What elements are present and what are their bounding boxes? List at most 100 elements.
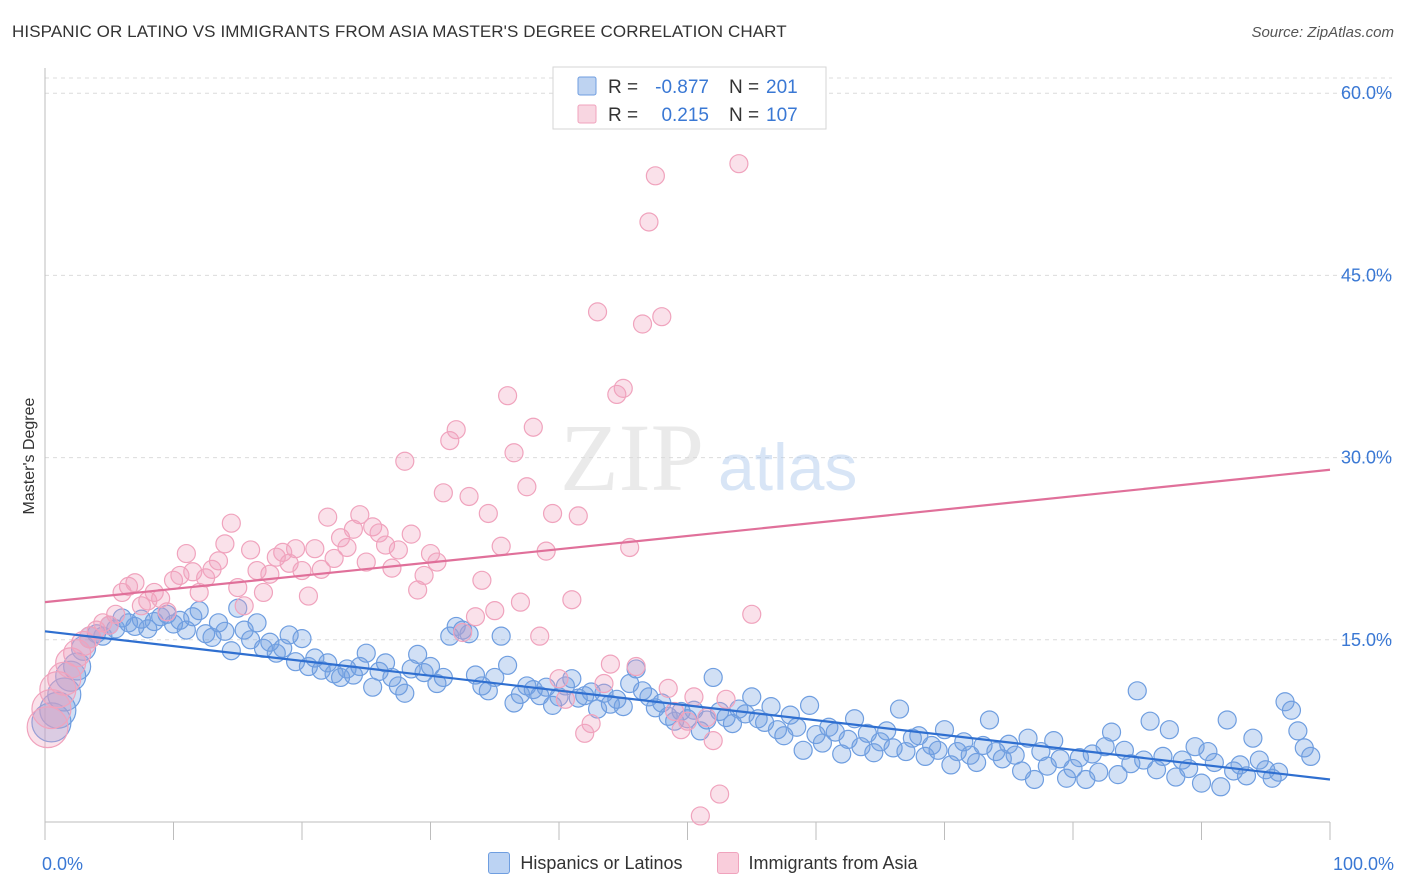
asia-point-32 (241, 540, 261, 560)
legend-swatch-asia (716, 852, 739, 874)
hispanic-point-187 (1243, 728, 1263, 748)
asia-point-31 (234, 596, 254, 616)
n-value-0: 201 (766, 77, 798, 98)
hispanic-point-89 (613, 697, 633, 717)
r-value-1: 0.215 (661, 105, 709, 126)
asia-point-105 (710, 784, 730, 804)
asia-point-50 (356, 552, 376, 572)
hispanic-point-49 (356, 643, 376, 663)
legend-label-hispanics: Hispanics or Latinos (520, 852, 683, 873)
hispanic-point-138 (928, 740, 948, 760)
asia-point-69 (478, 503, 498, 524)
asia-point-13 (118, 576, 139, 596)
asia-point-68 (472, 570, 492, 590)
asia-point-87 (594, 673, 614, 694)
hispanic-point-65 (459, 624, 479, 644)
hispanic-point-143 (960, 745, 980, 765)
asia-point-75 (517, 477, 537, 497)
hispanic-point-194 (1288, 721, 1308, 741)
asia-point-62 (433, 483, 453, 503)
asia-point-80 (549, 669, 569, 689)
hispanic-point-39 (292, 628, 312, 649)
legend-item-asia: Immigrants from Asia (716, 852, 918, 874)
asia-point-74 (510, 592, 531, 612)
asia-point-52 (369, 523, 389, 543)
hispanic-point-27 (215, 621, 235, 641)
correlation-legend-box (552, 66, 827, 130)
asia-point-53 (375, 535, 396, 555)
hispanic-point-141 (947, 741, 967, 762)
asia-point-82 (562, 590, 582, 610)
hispanic-point-112 (761, 697, 781, 717)
hispanic-point-193 (1281, 700, 1302, 720)
asia-point-73 (504, 443, 524, 463)
asia-point-70 (485, 601, 505, 621)
hispanic-point-144 (967, 752, 987, 773)
asia-point-95 (645, 166, 665, 186)
hispanic-point-169 (1127, 681, 1147, 701)
n-value-1: 107 (766, 105, 798, 126)
hispanic-point-71 (498, 655, 518, 675)
chart-source: Source: ZipAtlas.com (1251, 24, 1394, 41)
y-tick-label: 45.0% (1341, 265, 1392, 285)
hispanic-point-146 (979, 710, 1000, 730)
asia-point-44 (318, 507, 338, 527)
asia-point-27 (208, 551, 229, 571)
n-label-0: N = (729, 77, 759, 98)
hispanic-point-174 (1159, 720, 1179, 740)
asia-point-79 (542, 503, 563, 524)
asia-point-57 (401, 524, 421, 544)
watermark-zip: ZIP (560, 404, 704, 511)
hispanic-point-160 (1069, 748, 1090, 768)
asia-point-21 (170, 565, 190, 586)
asia-point-66 (459, 486, 479, 507)
watermark-atlas: atlas (718, 430, 857, 504)
hispanic-point-128 (864, 743, 884, 763)
x-tick-label-end: 100.0% (1333, 854, 1394, 874)
asia-point-67 (465, 607, 486, 627)
r-value-0: -0.877 (655, 77, 709, 98)
asia-point-100 (677, 711, 698, 731)
asia-point-11 (106, 604, 126, 624)
asia-point-22 (176, 543, 196, 564)
asia-point-56 (395, 451, 415, 471)
asia-point-77 (530, 626, 550, 646)
chart-title: HISPANIC OR LATINO VS IMMIGRANTS FROM AS… (12, 22, 787, 41)
correlation-legend: R = -0.877 N = 201 R = 0.215 N = 107 (552, 66, 827, 130)
asia-point-71 (491, 536, 511, 556)
asia-point-55 (388, 540, 408, 560)
y-tick-label: 60.0% (1341, 83, 1392, 103)
hispanic-point-179 (1191, 773, 1212, 793)
asia-point-14 (125, 573, 145, 593)
hispanic-point-70 (491, 626, 511, 646)
asia-point-10 (99, 615, 119, 635)
trend-lines (44, 468, 1331, 781)
hispanic-point-24 (196, 624, 216, 644)
asia-point-90 (613, 378, 633, 398)
series-legend: Hispanics or Latinos Immigrants from Asi… (0, 852, 1406, 874)
asia-trend-line (44, 468, 1331, 604)
asia-point-76 (523, 417, 543, 437)
hispanic-point-163 (1089, 762, 1109, 782)
y-tick-label: 30.0% (1341, 448, 1392, 468)
hispanic-point-117 (793, 740, 813, 760)
hispanic-point-54 (388, 676, 408, 696)
legend-item-hispanics: Hispanics or Latinos (488, 852, 683, 874)
watermark: ZIP atlas (560, 404, 857, 511)
hispanic-point-182 (1211, 777, 1231, 797)
hispanic-point-171 (1140, 711, 1160, 731)
asia-point-96 (652, 307, 672, 327)
x-tick-label-start: 0.0% (42, 854, 83, 874)
hispanic-point-178 (1185, 737, 1205, 757)
asia-point-3 (47, 661, 82, 696)
asia-point-63 (440, 431, 460, 451)
r-label-0: R = (608, 77, 638, 98)
asia-point-104 (703, 731, 723, 751)
asia-point-37 (273, 542, 293, 562)
asia-point-94 (639, 212, 659, 232)
hispanic-point-165 (1101, 722, 1122, 742)
hispanic-point-168 (1121, 754, 1141, 774)
asia-point-72 (498, 386, 518, 406)
asia-point-98 (665, 701, 685, 722)
